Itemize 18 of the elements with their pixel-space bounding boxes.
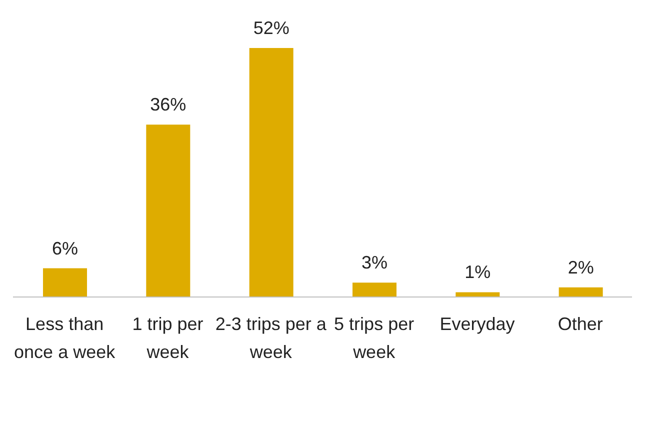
bar: [558, 287, 603, 297]
data-label: 1%: [464, 262, 491, 282]
bar: [249, 48, 294, 297]
data-label: 3%: [361, 252, 388, 273]
data-label: 2%: [568, 257, 594, 278]
bar: [352, 282, 396, 297]
data-label: 6%: [52, 238, 78, 258]
data-label: 52%: [253, 18, 290, 38]
x-tick-label: 1 trip per week: [132, 314, 204, 362]
x-tick-label: 2-3 trips per a week: [215, 314, 328, 362]
data-label: 36%: [150, 94, 186, 115]
bar: [146, 124, 190, 297]
x-tick-label: Less than once a week: [14, 314, 116, 362]
x-tick-label: Everyday: [440, 314, 515, 334]
bar: [43, 268, 87, 297]
x-tick-label: Other: [558, 314, 603, 334]
x-tick-label: 5 trips per week: [334, 314, 414, 362]
bar: [456, 292, 500, 297]
